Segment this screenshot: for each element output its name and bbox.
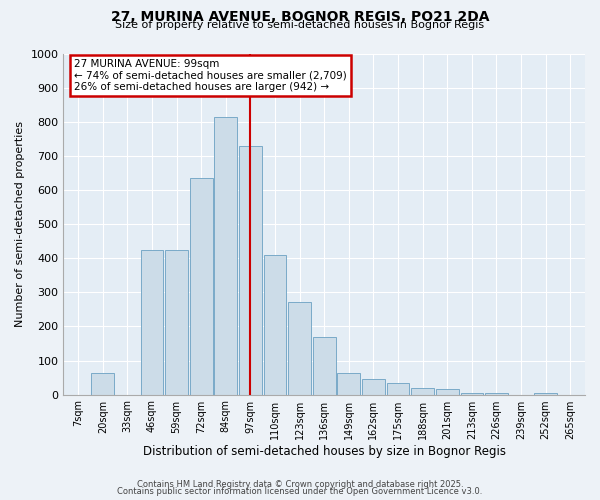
- Bar: [140, 250, 163, 394]
- Text: Contains HM Land Registry data © Crown copyright and database right 2025.: Contains HM Land Registry data © Crown c…: [137, 480, 463, 489]
- Bar: [412, 388, 434, 394]
- Bar: [461, 393, 483, 394]
- Bar: [190, 178, 212, 394]
- Bar: [288, 302, 311, 394]
- Bar: [485, 393, 508, 394]
- Bar: [214, 117, 237, 394]
- Text: Contains public sector information licensed under the Open Government Licence v3: Contains public sector information licen…: [118, 487, 482, 496]
- X-axis label: Distribution of semi-detached houses by size in Bognor Regis: Distribution of semi-detached houses by …: [143, 444, 506, 458]
- Text: Size of property relative to semi-detached houses in Bognor Regis: Size of property relative to semi-detach…: [115, 20, 485, 30]
- Bar: [362, 380, 385, 394]
- Text: 27, MURINA AVENUE, BOGNOR REGIS, PO21 2DA: 27, MURINA AVENUE, BOGNOR REGIS, PO21 2D…: [111, 10, 489, 24]
- Bar: [313, 336, 335, 394]
- Bar: [263, 255, 286, 394]
- Bar: [239, 146, 262, 394]
- Bar: [386, 382, 409, 394]
- Bar: [436, 390, 458, 394]
- Bar: [535, 393, 557, 394]
- Bar: [165, 250, 188, 394]
- Bar: [91, 374, 114, 394]
- Y-axis label: Number of semi-detached properties: Number of semi-detached properties: [15, 122, 25, 328]
- Bar: [337, 374, 360, 394]
- Text: 27 MURINA AVENUE: 99sqm
← 74% of semi-detached houses are smaller (2,709)
26% of: 27 MURINA AVENUE: 99sqm ← 74% of semi-de…: [74, 59, 347, 92]
